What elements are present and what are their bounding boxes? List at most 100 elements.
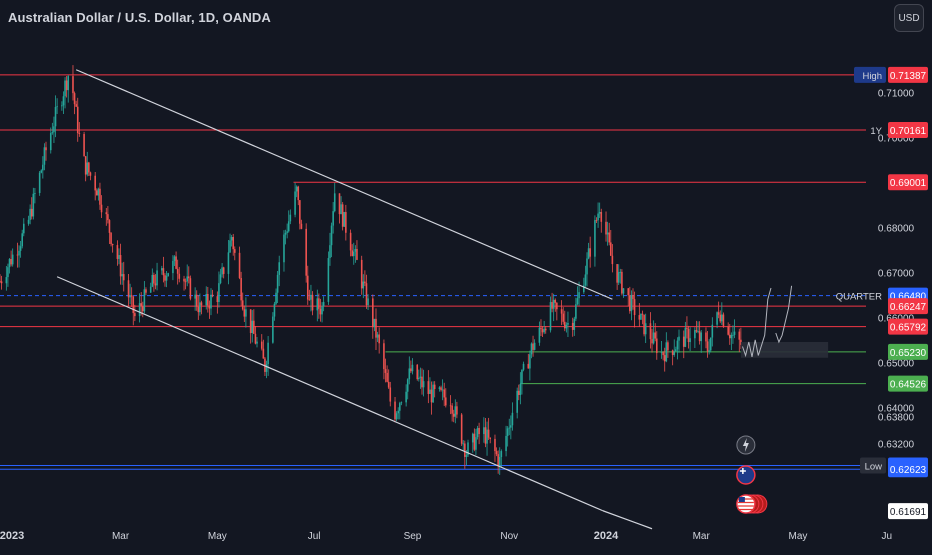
candle-body [709,337,712,351]
price-label-value: 0.65792 [890,323,927,334]
candle-body [327,258,330,302]
candle-body [497,454,499,466]
candle-body [452,413,455,417]
candle-body [40,170,43,173]
candle-body [556,302,558,310]
candle-body [663,355,666,362]
upper-channel-line [75,69,613,300]
candle-body [464,443,466,457]
price-label-box [888,503,928,520]
candle-body [500,451,503,458]
candle-body [383,343,385,370]
candle-body [563,321,566,329]
candle-body [387,381,390,388]
candle-body [167,273,169,277]
candle-body [132,296,135,314]
candle-body [208,305,211,309]
candle-body [719,314,722,322]
candle-body [164,275,166,281]
candle-body [295,186,298,192]
candle-body [595,220,598,221]
candle-body [378,334,380,344]
candle-body [267,342,269,365]
candle-body [165,276,168,281]
candle-body [86,162,89,175]
candle-body [129,295,131,298]
candle-body [730,334,733,339]
candle-body [221,267,223,275]
candle-body [241,300,244,310]
x-tick-label: Sep [404,531,422,542]
candle-body [671,350,674,355]
candle-body [254,333,257,344]
candle-body [5,277,8,284]
candle-body [441,389,444,391]
candle-body [134,313,136,317]
candle-body [405,391,407,403]
candles [0,65,742,475]
candle-body [341,204,344,227]
candle-body [284,232,287,235]
candle-body [122,274,125,281]
candle-body [684,327,687,347]
us-flag-canton [738,497,745,502]
candle-body [498,457,501,466]
candle-body [373,318,376,328]
candle-body [619,271,622,273]
us-flag-icon [736,494,768,514]
candle-body [138,303,141,317]
candle-body [121,274,123,277]
candle-body [195,294,198,307]
price-label: 0.64526 [888,375,928,392]
candle-body [443,389,446,398]
price-label-value: 0.61691 [890,507,927,518]
x-tick-label: 2024 [594,530,619,542]
candle-body [630,294,633,312]
candle-body [22,223,25,234]
candle-body [538,327,541,343]
candle-body [149,286,152,293]
candle-body [567,322,569,325]
price-label-value: 0.70161 [890,126,927,137]
candle-body [45,147,47,151]
price-label-tag: Low [865,462,883,473]
candle-body [0,281,3,284]
candle-body [508,427,511,429]
channel [56,69,653,530]
candle-body [473,433,476,450]
x-tick-label: Mar [112,531,130,542]
candle-body [711,324,714,338]
candle-body [565,324,568,329]
candle-body [230,237,233,241]
candle-body [552,299,555,309]
candle-body [521,369,523,385]
candle-body [660,352,663,354]
candle-body [8,259,11,268]
candle-body [517,390,520,395]
currency-button[interactable]: USD [894,4,924,32]
candle-body [245,309,247,317]
candle-body [722,314,725,327]
candle-body [130,295,133,297]
candle-body [283,234,285,263]
candle-body [686,327,688,329]
candle-body [297,186,300,201]
price-label-tag: QUARTER [836,292,882,303]
candle-body [673,351,676,355]
price-label-value: 0.69001 [890,178,927,189]
candle-body [364,281,366,284]
candle-body [471,433,474,443]
candle-body [318,298,320,309]
price-label-box [888,174,928,191]
candle-body [682,336,685,347]
candle-body [316,298,319,311]
candle-body [349,232,352,251]
price-label: 0.61691 [888,503,928,520]
candle-body [667,342,669,351]
candle-body [654,332,657,339]
price-label: 0.65230 [888,343,928,360]
candle-body [418,377,420,380]
candle-body [727,326,729,335]
